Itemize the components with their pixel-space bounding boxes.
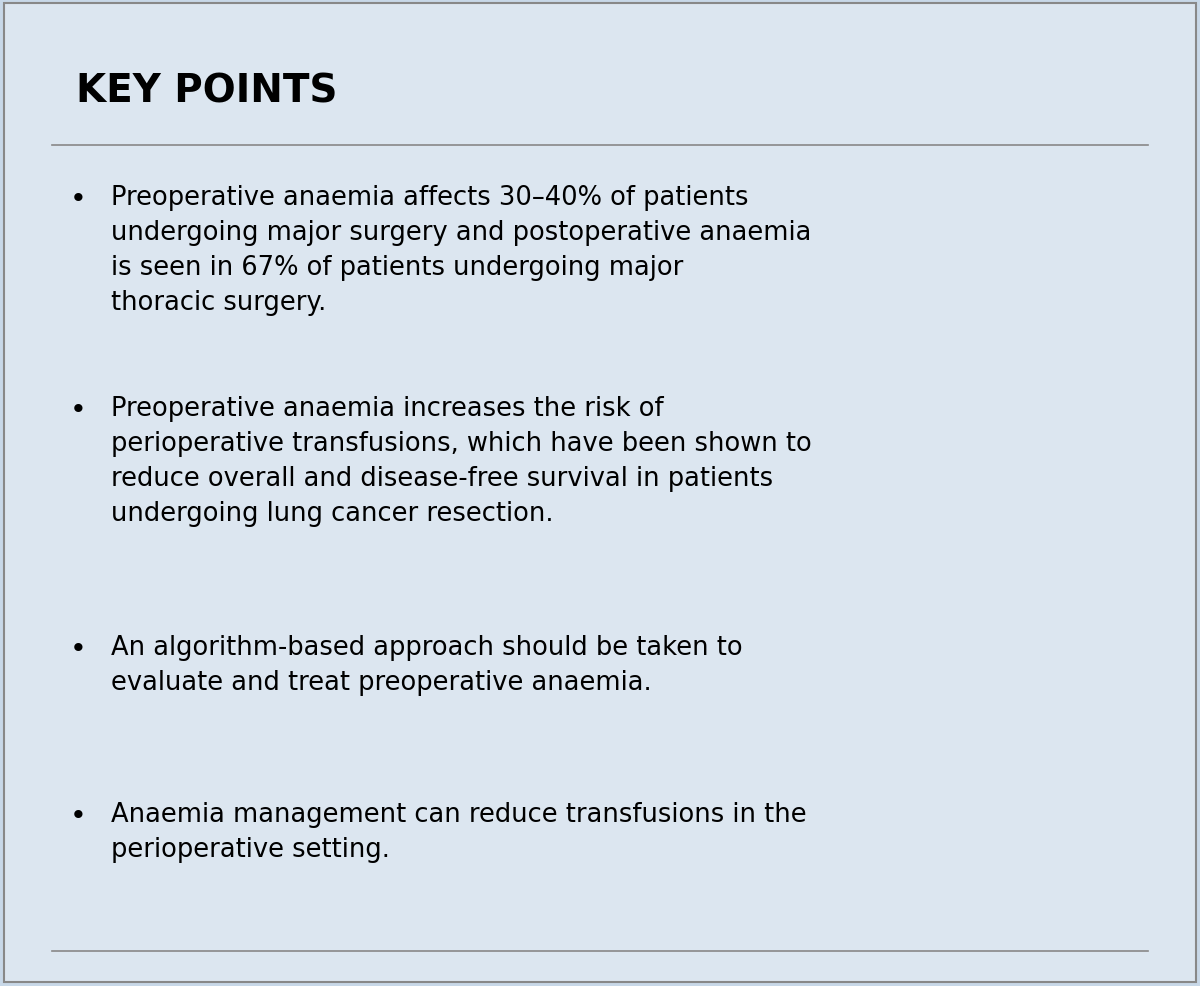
Text: •: •: [70, 395, 86, 423]
Text: •: •: [70, 801, 86, 829]
Text: Preoperative anaemia increases the risk of
perioperative transfusions, which hav: Preoperative anaemia increases the risk …: [112, 395, 812, 527]
FancyBboxPatch shape: [4, 4, 1196, 982]
Text: Preoperative anaemia affects 30–40% of patients
undergoing major surgery and pos: Preoperative anaemia affects 30–40% of p…: [112, 185, 811, 316]
Text: •: •: [70, 185, 86, 213]
Text: KEY POINTS: KEY POINTS: [76, 73, 337, 110]
Text: •: •: [70, 635, 86, 663]
Text: Anaemia management can reduce transfusions in the
perioperative setting.: Anaemia management can reduce transfusio…: [112, 801, 808, 862]
Text: An algorithm-based approach should be taken to
evaluate and treat preoperative a: An algorithm-based approach should be ta…: [112, 635, 743, 696]
